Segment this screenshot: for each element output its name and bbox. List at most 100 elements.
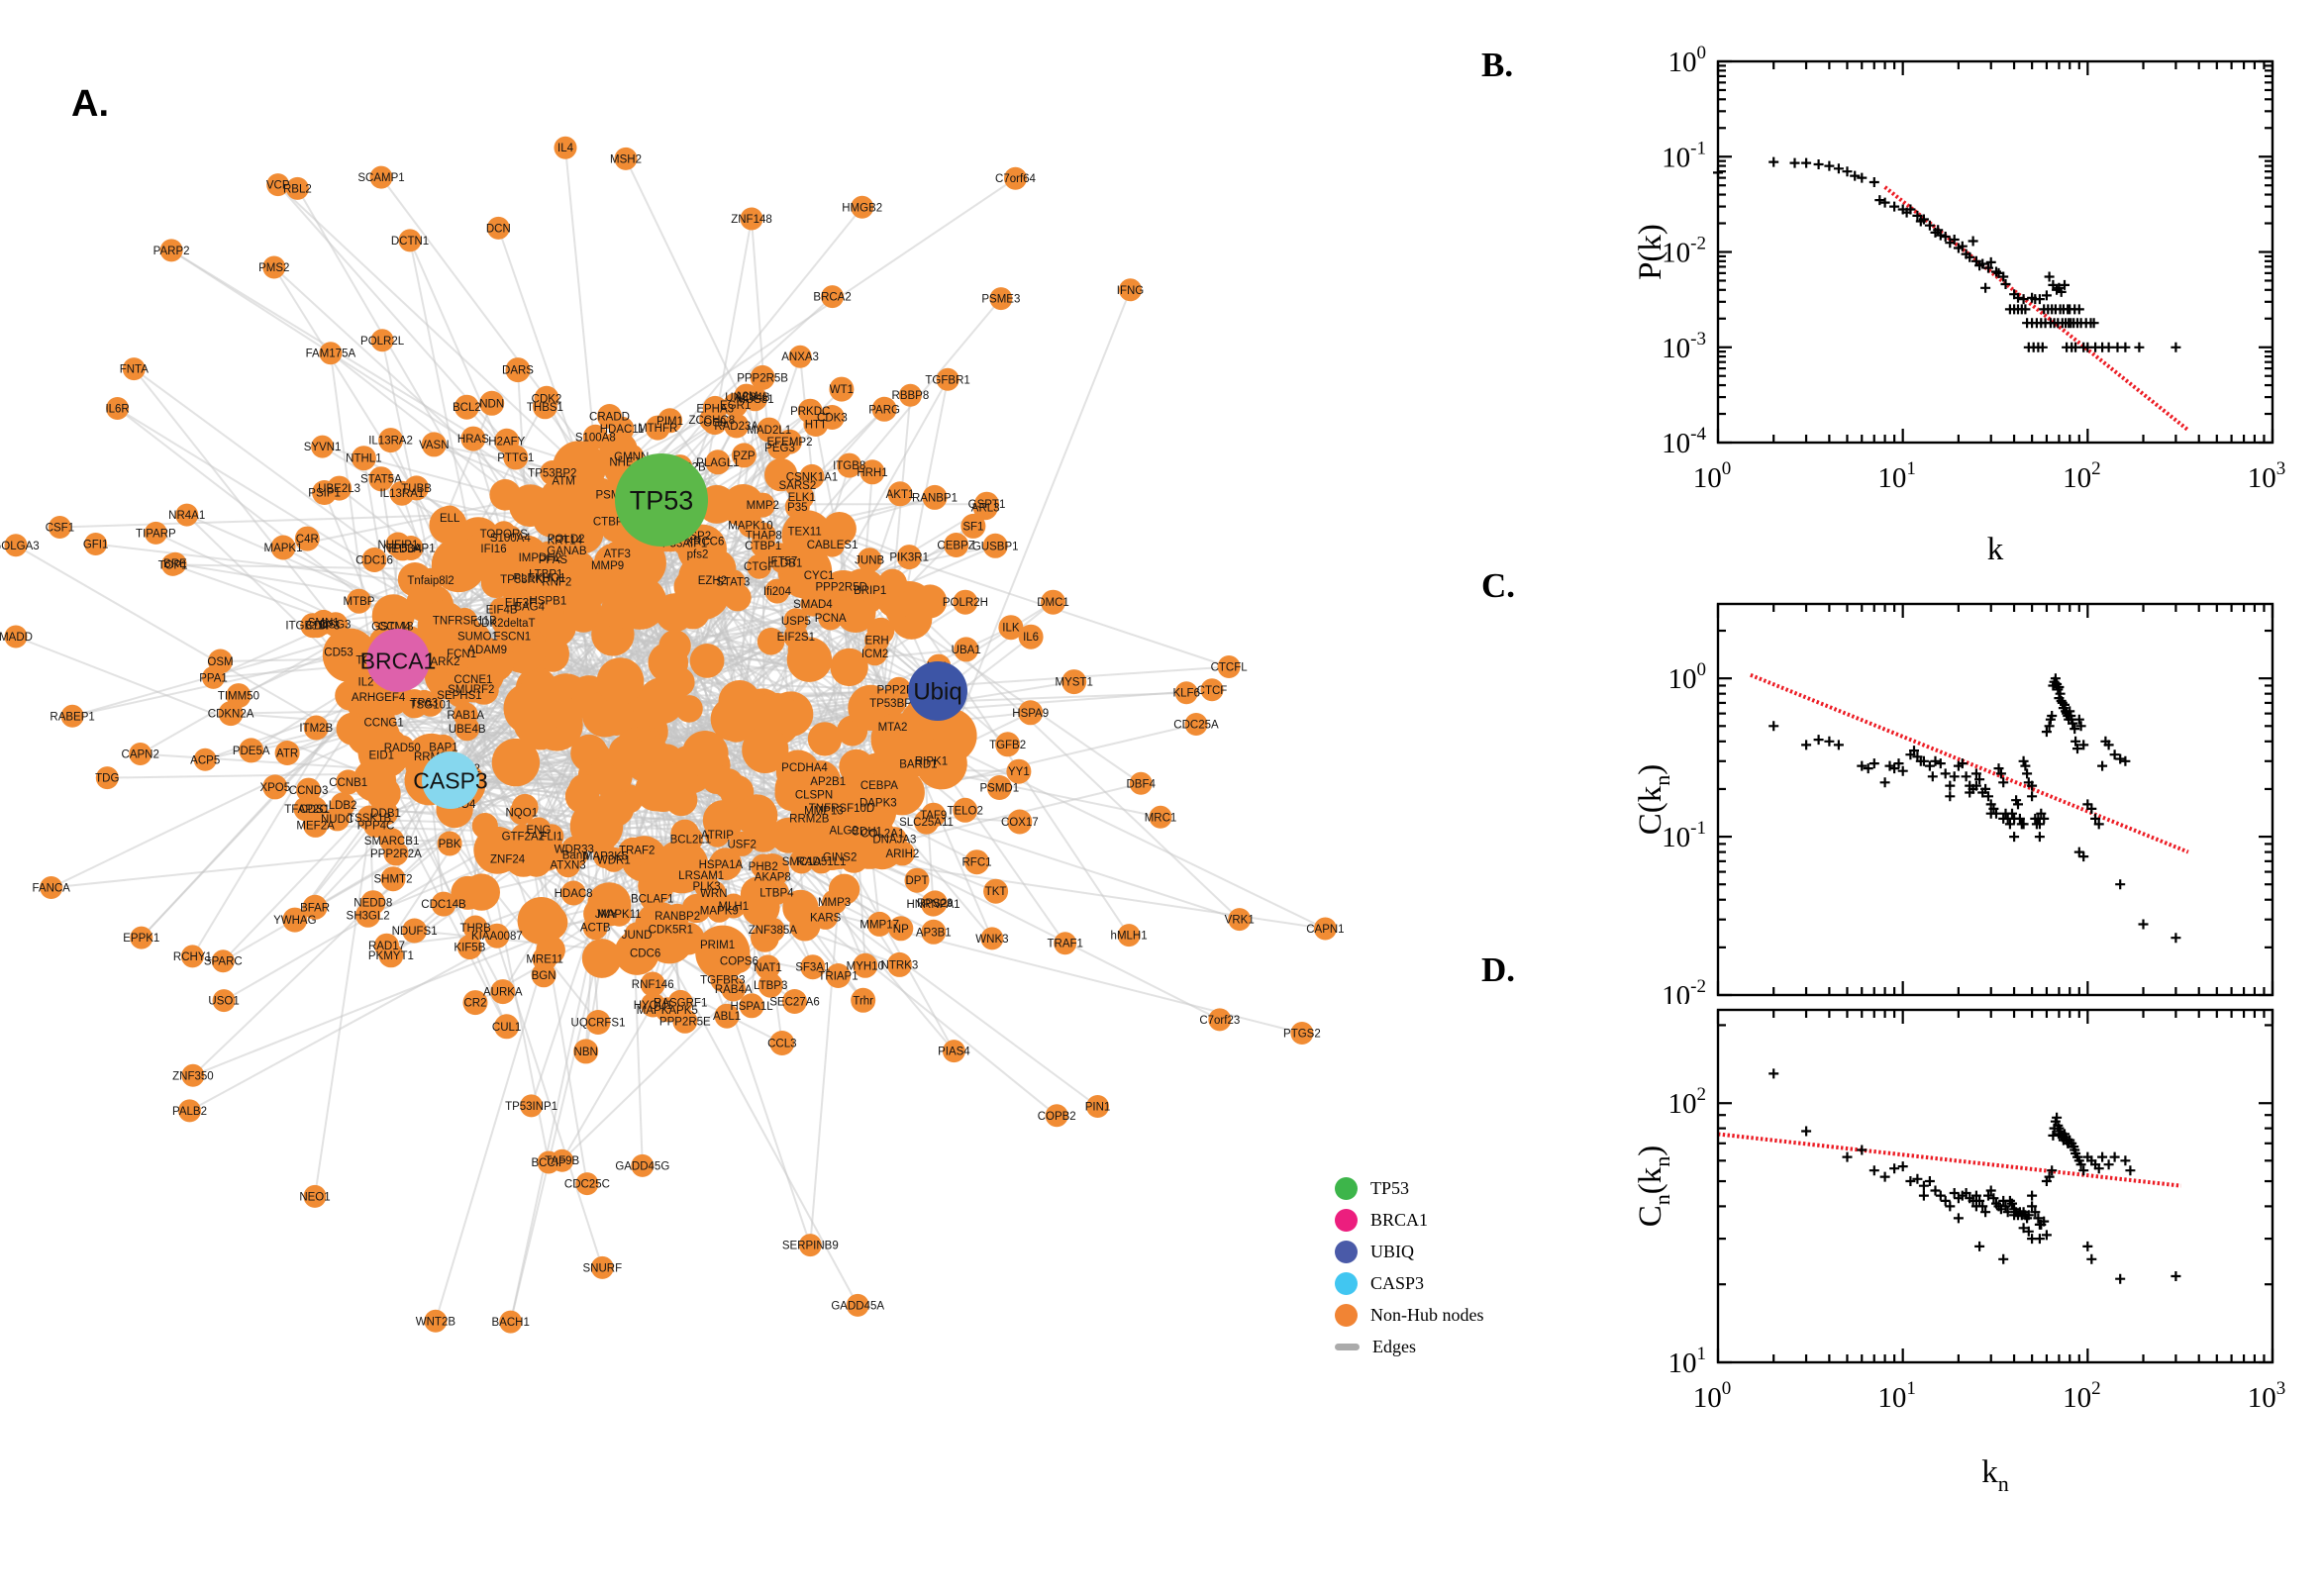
tick-label: 102 xyxy=(2063,1378,2101,1414)
gene-label: PIM1 xyxy=(656,416,683,428)
gene-label: USP5 xyxy=(781,616,811,628)
data-points xyxy=(1768,1068,2181,1284)
legend-item-casp3: CASP3 xyxy=(1335,1267,1484,1299)
gene-labels-layer: ZNF24 C7orf64 USF2 ICM2 CDC6 S100A8 BCCIP CCNB1… xyxy=(0,143,1345,1329)
gene-node xyxy=(936,367,960,391)
gene-node xyxy=(735,384,760,410)
scatter-point xyxy=(2014,813,2025,824)
gene-label: KLF6 xyxy=(1172,688,1200,700)
gene-label: RAD50 xyxy=(384,743,421,754)
gene-node xyxy=(285,176,309,200)
gene-label: NDUFS1 xyxy=(392,926,438,938)
gene-node xyxy=(369,165,393,189)
scatter-point xyxy=(2034,1234,2045,1245)
scatter-point xyxy=(1868,1165,1879,1176)
gene-node xyxy=(1117,924,1141,948)
gene-label: ERH xyxy=(864,636,888,648)
gene-label: AURKA xyxy=(483,987,523,999)
gene-node xyxy=(527,565,553,591)
scatter-point xyxy=(1833,740,1844,750)
gene-label: TDG xyxy=(95,773,119,785)
gene-label: SUMO1 xyxy=(457,632,498,644)
scatter-point xyxy=(1970,1190,1981,1201)
data-points xyxy=(1768,673,2181,944)
gene-label: IL13RA2 xyxy=(368,436,413,448)
gene-label: PMS2 xyxy=(258,262,289,274)
scatter-point xyxy=(1998,1253,2009,1264)
scatter-point xyxy=(1905,1176,1916,1186)
scatter-point xyxy=(1868,758,1879,769)
scatter-point xyxy=(2056,286,2067,297)
gene-label: EIF2S1 xyxy=(777,632,815,644)
scatter-point xyxy=(2033,1213,2044,1224)
scatter-point xyxy=(1970,780,1981,791)
scatter-point xyxy=(2013,799,2023,810)
gene-node xyxy=(368,743,394,768)
scatter-point xyxy=(2018,755,2029,766)
gene-node xyxy=(750,364,775,390)
gene-node xyxy=(829,376,855,402)
gene-node xyxy=(597,404,622,429)
gene-label: XRCC6 xyxy=(685,537,724,549)
scatter-point xyxy=(1813,159,1824,169)
gene-node xyxy=(226,683,252,709)
casp3-swatch-icon xyxy=(1335,1271,1358,1295)
gene-label: TGFBR1 xyxy=(925,374,969,386)
gene-node xyxy=(95,766,119,790)
gene-label: HDAC8 xyxy=(555,888,593,900)
gene-node xyxy=(262,774,288,800)
gene-node xyxy=(106,397,130,420)
gene-node xyxy=(84,533,108,555)
core-node xyxy=(595,788,635,828)
gene-label: CSF1 xyxy=(46,523,74,535)
gene-label: MUS81 xyxy=(736,394,773,406)
gene-node xyxy=(960,513,986,539)
gene-label: ENG xyxy=(527,825,552,837)
gene-node xyxy=(831,818,857,844)
gene-node xyxy=(509,800,535,826)
gene-node xyxy=(303,812,329,838)
gene-node xyxy=(505,357,531,383)
gene-node xyxy=(702,410,728,436)
gene-label: Banp xyxy=(562,850,589,862)
gene-label: FCN1 xyxy=(447,648,476,660)
scatter-point xyxy=(2103,740,2114,750)
gene-node xyxy=(942,1040,965,1063)
tick-label: 100 xyxy=(1668,43,1707,78)
scatter-point xyxy=(2086,803,2097,814)
gene-label: ILK xyxy=(1002,623,1020,635)
gene-node xyxy=(582,915,608,941)
gene-label: ANXA3 xyxy=(781,351,819,363)
gene-label: CDH1 xyxy=(852,827,882,839)
gene-label: CEBPA xyxy=(860,780,898,792)
scatter-point xyxy=(1968,236,1978,247)
gene-label: POLD2 xyxy=(548,534,585,546)
ubiq-swatch-icon xyxy=(1335,1240,1358,1263)
gene-label: ZCCHC8 xyxy=(688,415,735,427)
gene-label: TGFBR3 xyxy=(700,975,745,987)
gene-node xyxy=(714,1003,740,1029)
gene-label: CTGF xyxy=(744,561,774,573)
tick-label: 103 xyxy=(2248,458,2286,494)
gene-label: NTHL1 xyxy=(346,453,381,465)
gene-label: hMLH1 xyxy=(1111,931,1148,943)
core-node xyxy=(503,682,556,735)
gene-node xyxy=(846,1293,869,1317)
scatter-point xyxy=(2075,1159,2086,1170)
gene-label: MAP3K5 xyxy=(583,851,628,863)
gene-node xyxy=(1129,771,1153,795)
core-node xyxy=(637,759,689,812)
hub-node-tp53 xyxy=(615,453,708,547)
scatter-point xyxy=(2082,1241,2093,1251)
scatter-point xyxy=(1863,763,1873,774)
scatter-point xyxy=(1998,777,2009,788)
gene-label: RBBP8 xyxy=(892,390,930,402)
scatter-point xyxy=(1983,791,1993,802)
gene-node xyxy=(601,847,627,872)
core-node xyxy=(742,726,789,774)
gene-label: PPA1 xyxy=(199,672,228,684)
gene-label: CTBP1 xyxy=(745,541,781,552)
gene-label: IFNG xyxy=(1117,285,1145,297)
gene-node xyxy=(764,578,790,604)
gene-node xyxy=(724,413,750,439)
